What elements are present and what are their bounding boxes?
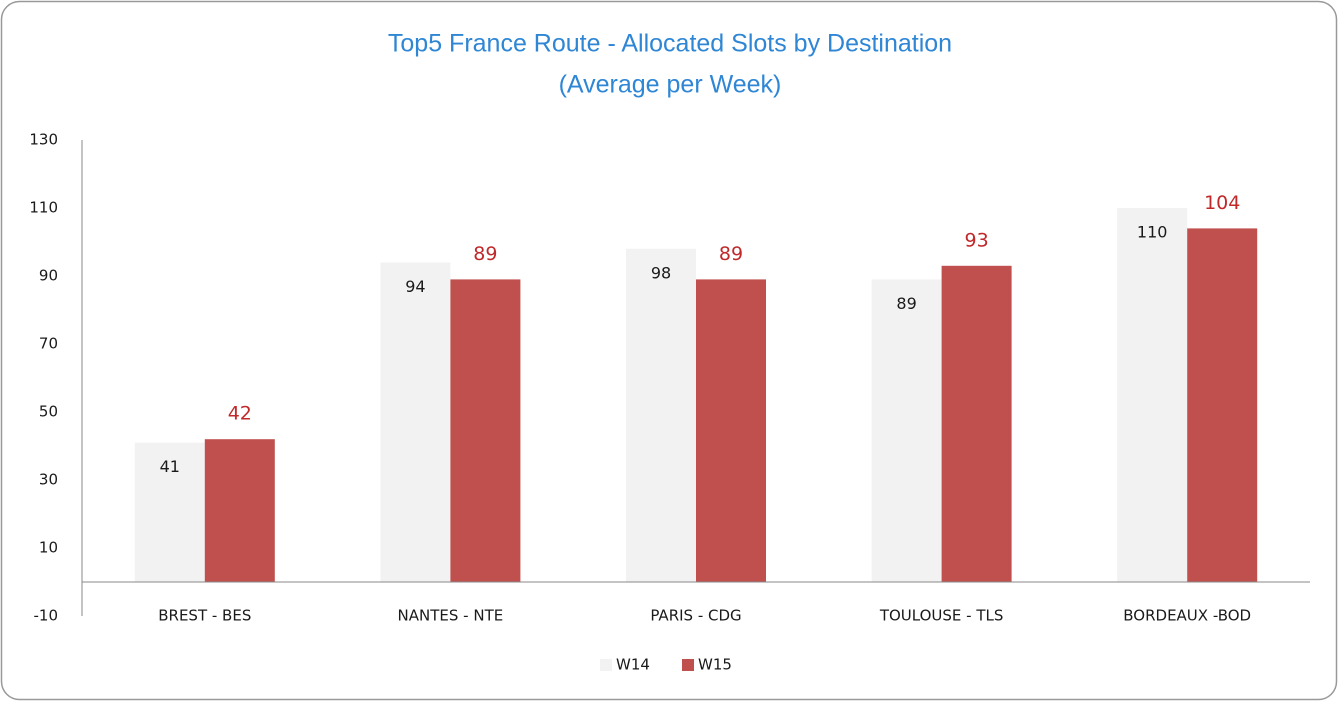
- bar: [871, 279, 942, 582]
- x-tick-label: BREST - BES: [158, 607, 251, 625]
- legend-label: W15: [698, 656, 732, 674]
- x-tick-label: TOULOUSE - TLS: [879, 607, 1004, 625]
- data-label: 104: [1204, 192, 1240, 214]
- y-tick-label: 90: [39, 267, 58, 285]
- y-tick-label: 70: [39, 335, 58, 353]
- y-tick-label: 30: [39, 471, 58, 489]
- bar: [696, 279, 766, 582]
- data-label: 42: [228, 403, 252, 425]
- data-label: 89: [896, 294, 916, 313]
- data-label: 110: [1137, 223, 1168, 242]
- bar: [1187, 228, 1258, 582]
- y-tick-label: 50: [39, 403, 58, 421]
- x-tick-label: PARIS - CDG: [650, 607, 741, 625]
- bar: [380, 262, 451, 582]
- data-label: 93: [965, 229, 989, 251]
- legend-swatch: [682, 659, 694, 671]
- data-label: 89: [473, 243, 497, 265]
- bar: [450, 279, 521, 582]
- x-tick-label: BORDEAUX -BOD: [1123, 607, 1251, 625]
- y-tick-label: 110: [29, 199, 58, 217]
- legend-label: W14: [616, 656, 650, 674]
- data-label: 89: [719, 243, 743, 265]
- y-tick-label: 10: [39, 539, 58, 557]
- data-label: 94: [405, 277, 425, 296]
- data-label: 41: [160, 457, 180, 476]
- y-tick-label: 130: [29, 131, 58, 149]
- bar: [941, 265, 1012, 582]
- x-tick-label: NANTES - NTE: [398, 607, 504, 625]
- bar: [204, 439, 275, 582]
- chart-subtitle: (Average per Week): [559, 71, 782, 99]
- chart-title: Top5 France Route - Allocated Slots by D…: [388, 30, 952, 58]
- data-label: 98: [651, 263, 671, 282]
- bar: [626, 248, 696, 583]
- legend-swatch: [600, 659, 612, 671]
- y-tick-label: -10: [34, 607, 59, 625]
- bar: [1117, 208, 1188, 582]
- bar: [134, 442, 205, 582]
